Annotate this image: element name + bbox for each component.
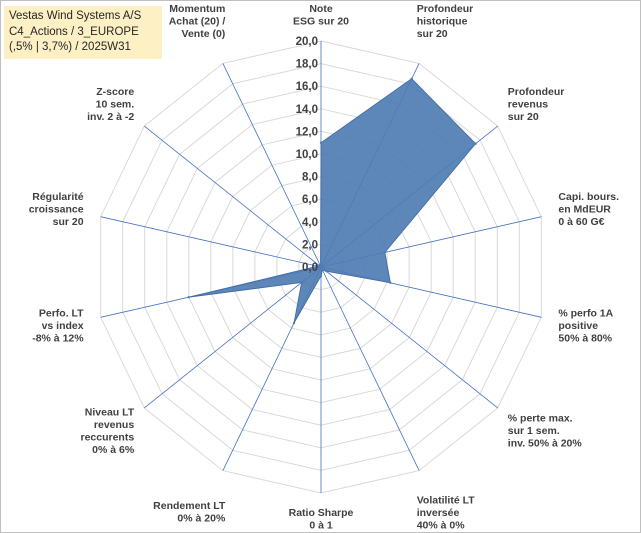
axis-label: Z-score 10 sem. inv. 2 à -2: [87, 86, 134, 123]
data-point: [325, 270, 328, 273]
tick-label: 20,0: [296, 36, 318, 48]
tick-label: 10,0: [296, 149, 318, 161]
axis-label: Rendement LT 0% à 20%: [153, 500, 226, 524]
title-line: Vestas Wind Systems A/S: [9, 10, 142, 22]
tick-label: 8,0: [302, 172, 318, 184]
data-point: [389, 281, 392, 284]
axis-spoke: [144, 266, 322, 409]
data-point: [319, 264, 322, 268]
data-point: [300, 281, 303, 284]
axis-label: % perte max. sur 1 sem. inv. 50% à 20%: [508, 413, 583, 450]
axis-label: % perfo 1A positive 50% à 80%: [558, 308, 613, 345]
axis-spoke: [320, 266, 420, 471]
title-line: C4_Actions / 3_EUROPE: [9, 25, 139, 38]
data-point: [319, 274, 323, 278]
axis-label: Momentum Achat (20) / Vente (0): [169, 3, 226, 40]
tick-label: 12,0: [296, 126, 318, 138]
title-line: (,5% | 3,7%) / 2025W31: [9, 41, 131, 53]
tick-label: 16,0: [296, 81, 318, 93]
data-point: [474, 142, 477, 145]
tick-label: 14,0: [296, 104, 318, 116]
data-point: [410, 77, 413, 80]
axis-label: Volatilité LT inversée 40% à 0%: [417, 495, 476, 532]
data-point: [187, 296, 190, 299]
data-point: [321, 268, 324, 272]
tick-label: 2,0: [302, 239, 318, 251]
tick-label: 0,0: [302, 262, 318, 274]
tick-label: 18,0: [296, 59, 318, 71]
tick-label: 4,0: [302, 217, 318, 229]
axis-spoke: [100, 216, 322, 268]
axis-label: Ratio Sharpe 0 à 1: [289, 507, 354, 532]
data-point: [383, 251, 387, 254]
axis-label: Note ESG sur 20: [293, 3, 349, 28]
chart-title: Vestas Wind Systems A/S C4_Actions / 3_E…: [4, 6, 162, 59]
axis-label: Profondeur historique sur 20: [417, 3, 474, 40]
data-point: [319, 141, 323, 144]
axis-label: Capi. bours. en MdEUR 0 à 60 G€: [558, 191, 619, 228]
axis-label: Profondeur revenus sur 20: [508, 86, 565, 123]
axis-label: Régularité croissance sur 20: [29, 191, 84, 228]
axis-label: Niveau LT revenus reccurents 0% à 6%: [80, 406, 134, 456]
tick-label: 6,0: [302, 194, 318, 206]
axis-spoke: [222, 63, 322, 268]
axis-label: Perfo. LT vs index -8% à 12%: [32, 308, 84, 345]
data-point: [292, 321, 296, 325]
axis-spoke: [320, 266, 498, 409]
axis-spoke: [144, 125, 322, 268]
